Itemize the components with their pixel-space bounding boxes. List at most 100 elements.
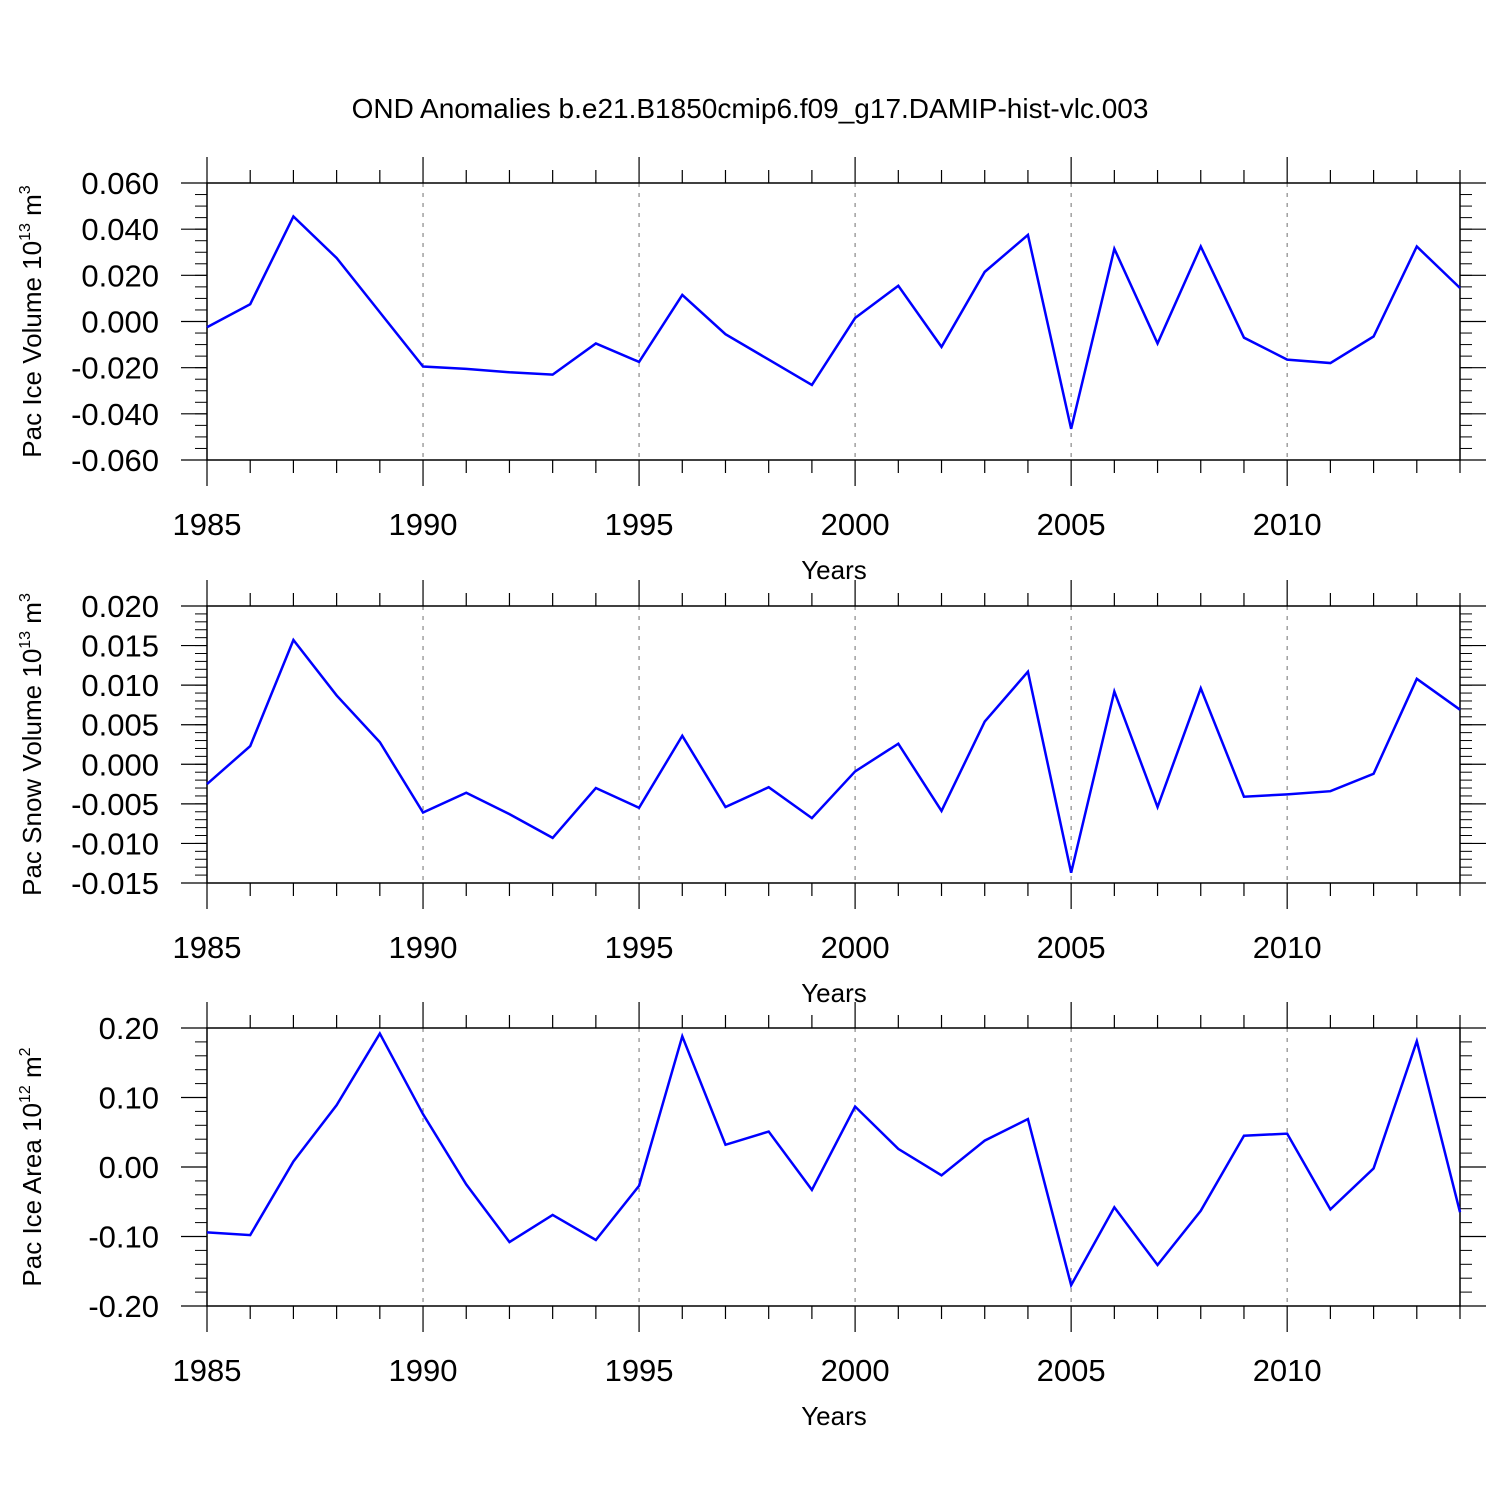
snow-volume-data-point <box>1329 790 1331 792</box>
ice-area-y-tick-label: -0.10 <box>88 1220 159 1255</box>
ice-area-data-point <box>1070 1284 1072 1286</box>
snow-volume-data-point <box>1459 708 1461 710</box>
ice-volume-x-tick-label: 1995 <box>605 507 674 542</box>
ice-area-data-point <box>897 1148 899 1150</box>
ice-area-x-tick-label: 2000 <box>821 1353 890 1388</box>
ice-volume-y-tick-label: -0.060 <box>71 443 159 478</box>
snow-volume-y-tick-label: -0.015 <box>71 866 159 901</box>
ice-area-data-point <box>724 1144 726 1146</box>
ice-volume-data-point <box>422 365 424 367</box>
ice-volume-data-point <box>1200 245 1202 247</box>
ice-volume-data-point <box>1156 342 1158 344</box>
snow-volume-data-point <box>1243 796 1245 798</box>
snow-volume-data-point <box>1113 690 1115 692</box>
ice-area-data-point <box>854 1105 856 1107</box>
ice-area-x-tick-label: 1990 <box>389 1353 458 1388</box>
ice-volume-data-point <box>767 358 769 360</box>
snow-volume-x-tick-label: 2005 <box>1037 930 1106 965</box>
ice-area-data-point <box>1200 1210 1202 1212</box>
ice-volume-x-axis-title: Years <box>801 555 867 585</box>
ice-area-y-axis-title: Pac Ice Area 1012 m2 <box>17 1047 47 1286</box>
snow-volume-data-point <box>638 807 640 809</box>
ice-volume-y-tick-label: -0.020 <box>71 351 159 386</box>
snow-volume-x-tick-label: 1995 <box>605 930 674 965</box>
ice-area-data-point <box>292 1160 294 1162</box>
ice-volume-data-point <box>1329 362 1331 364</box>
ice-volume-data-point <box>508 371 510 373</box>
snow-volume-y-tick-label: -0.010 <box>71 826 159 861</box>
figure-title: OND Anomalies b.e21.B1850cmip6.f09_g17.D… <box>352 93 1149 124</box>
snow-volume-data-point <box>1027 670 1029 672</box>
ice-area-data-point <box>1459 1211 1461 1213</box>
snow-volume-x-tick-label: 2010 <box>1253 930 1322 965</box>
ice-area-x-tick-label: 2005 <box>1037 1353 1106 1388</box>
ice-volume-data-point <box>1243 336 1245 338</box>
ice-volume-x-tick-label: 2005 <box>1037 507 1106 542</box>
snow-volume-data-point <box>1070 872 1072 874</box>
ice-area-data-point <box>638 1185 640 1187</box>
ice-area-y-tick-label: 0.10 <box>99 1081 159 1116</box>
ice-area-data-point <box>465 1183 467 1185</box>
ice-volume-data-point <box>551 373 553 375</box>
ice-volume-x-tick-label: 2000 <box>821 507 890 542</box>
ice-area-data-point <box>206 1231 208 1233</box>
ice-volume-x-tick-label: 1985 <box>173 507 242 542</box>
snow-volume-frame <box>206 605 1461 884</box>
ice-area-data-point <box>1113 1206 1115 1208</box>
ice-area-data-point <box>508 1241 510 1243</box>
ice-volume-data-point <box>1070 428 1072 430</box>
snow-volume-y-tick-label: 0.020 <box>81 589 159 624</box>
snow-volume-data-point <box>897 743 899 745</box>
snow-volume-data-point <box>551 837 553 839</box>
ice-volume-data-point <box>681 294 683 296</box>
snow-volume-x-tick-label: 1990 <box>389 930 458 965</box>
ice-volume-series-line <box>206 214 1461 430</box>
ice-area-data-point <box>335 1104 337 1106</box>
snow-volume-y-tick-label: 0.000 <box>81 747 159 782</box>
snow-volume-data-point <box>465 792 467 794</box>
ice-area-series-line <box>206 1031 1462 1289</box>
snow-volume-data-point <box>335 694 337 696</box>
snow-volume-data-point <box>767 786 769 788</box>
ice-volume-data-point <box>1027 234 1029 236</box>
ice-area-x-tick-label: 1995 <box>605 1353 674 1388</box>
snow-volume-data-point <box>1156 806 1158 808</box>
ice-area-x-axis-title: Years <box>801 1401 867 1431</box>
snow-volume-data-point <box>724 806 726 808</box>
ice-area-data-point <box>1286 1132 1288 1134</box>
ice-volume-data-point <box>940 346 942 348</box>
ice-area-data-point <box>984 1139 986 1141</box>
ice-area-data-point <box>1243 1135 1245 1137</box>
ice-area-data-point <box>249 1234 251 1236</box>
ice-volume-y-tick-label: 0.040 <box>81 212 159 247</box>
ice-volume-data-point <box>724 333 726 335</box>
snow-volume-y-tick-label: 0.005 <box>81 708 159 743</box>
ice-area-y-tick-label: -0.20 <box>88 1289 159 1324</box>
ice-area-data-point <box>1416 1040 1418 1042</box>
ice-volume-y-tick-label: 0.020 <box>81 258 159 293</box>
ice-area-y-tick-label: 0.20 <box>99 1011 159 1046</box>
ice-area-data-point <box>1156 1264 1158 1266</box>
ice-volume-data-point <box>1416 245 1418 247</box>
ice-area-data-point <box>1372 1167 1374 1169</box>
snow-volume-data-point <box>1286 793 1288 795</box>
ice-volume-data-point <box>1113 248 1115 250</box>
snow-volume-data-point <box>595 787 597 789</box>
snow-volume-data-point <box>1416 678 1418 680</box>
ice-area-data-point <box>422 1113 424 1115</box>
snow-volume-data-point <box>422 811 424 813</box>
snow-volume-data-point <box>508 813 510 815</box>
ice-volume-data-point <box>1459 287 1461 289</box>
snow-volume-data-point <box>1200 687 1202 689</box>
ice-volume-data-point <box>897 285 899 287</box>
snow-volume-y-tick-label: 0.015 <box>81 629 159 664</box>
snow-volume-data-point <box>940 810 942 812</box>
ice-volume-x-tick-label: 1990 <box>389 507 458 542</box>
snow-volume-y-tick-label: 0.010 <box>81 668 159 703</box>
snow-volume-data-point <box>1372 773 1374 775</box>
ice-area-data-point <box>551 1214 553 1216</box>
snow-volume-data-point <box>984 720 986 722</box>
snow-volume-data-point <box>681 735 683 737</box>
snow-volume-data-point <box>249 745 251 747</box>
